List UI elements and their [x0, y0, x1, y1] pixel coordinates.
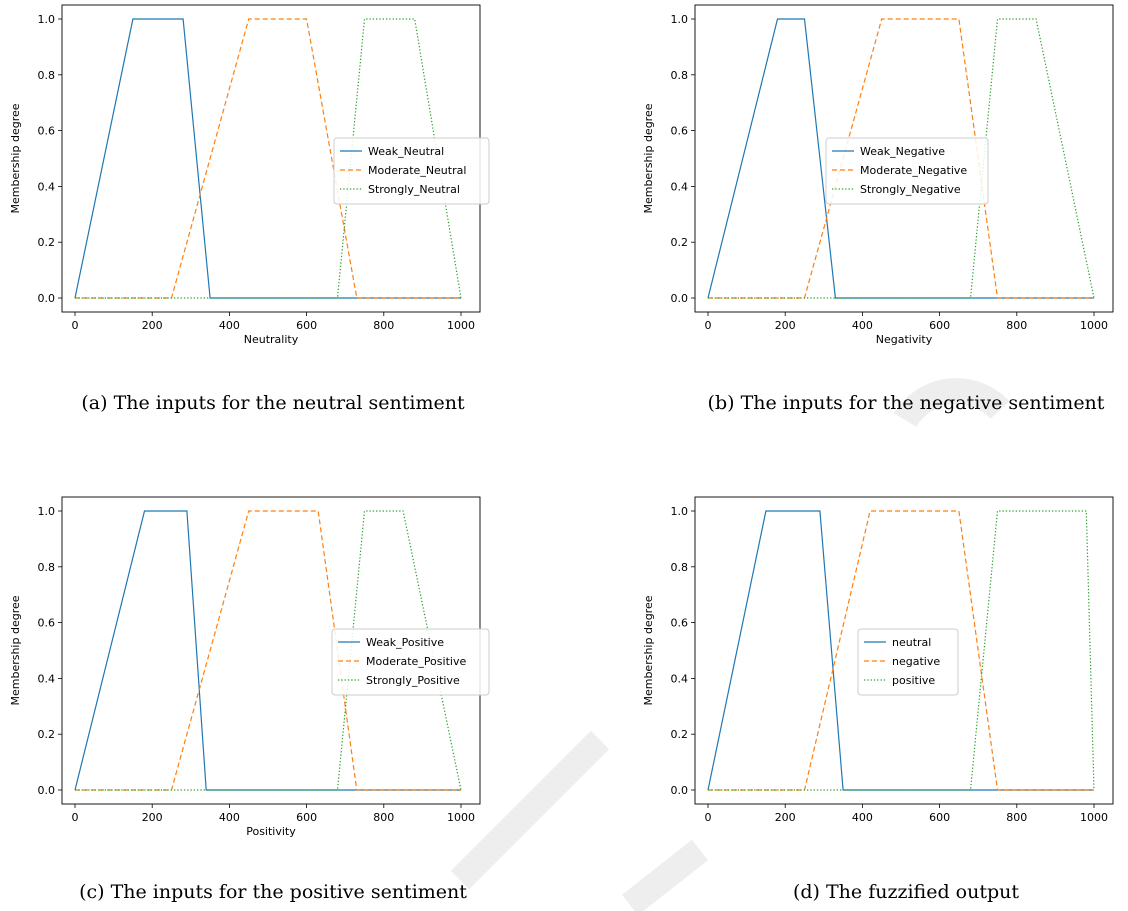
- y-axis-label: Membership degree: [642, 103, 655, 213]
- legend-entry: Weak_Negative: [860, 145, 945, 158]
- series-line-Strongly_Negative: [708, 18, 1095, 299]
- x-axis-label: Neutrality: [244, 333, 299, 346]
- y-tick-label: 0.6: [38, 617, 56, 630]
- legend: Weak_Negative Moderate_Negative Strongly_N…: [825, 137, 989, 205]
- y-tick-label: 0.0: [671, 292, 689, 305]
- x-tick-label: 200: [775, 319, 796, 332]
- y-tick-label: 0.0: [38, 292, 56, 305]
- series-line-Strongly_Positive: [75, 510, 462, 791]
- y-tick-label: 0.8: [671, 69, 689, 82]
- series-line-positive: [708, 510, 1095, 791]
- chart-panel-1: 0 200 400 600 800 1000 0.0 0.2 0.4 0.6 0.8 1.0 Neutr…: [9, 4, 490, 414]
- y-tick-label: 0.4: [671, 180, 689, 193]
- legend-entry: neutral: [892, 636, 931, 649]
- y-tick-label: 0.0: [671, 784, 689, 797]
- y-axis-label: Membership degree: [9, 595, 22, 705]
- plot-frame: [694, 4, 1114, 313]
- legend-box: [857, 628, 959, 696]
- y-tick-label: 1.0: [671, 13, 689, 26]
- legend-entry: Weak_Positive: [366, 636, 444, 649]
- x-tick-label: 600: [296, 811, 317, 824]
- y-tick-label: 0.4: [38, 180, 56, 193]
- x-axis-label: Positivity: [246, 825, 296, 838]
- x-tick-label: 1000: [447, 811, 475, 824]
- y-tick-label: 0.6: [671, 125, 689, 138]
- plot-frame: [694, 496, 1114, 805]
- legend-entry: Moderate_Negative: [860, 164, 967, 177]
- x-tick-label: 600: [929, 319, 950, 332]
- x-tick-label: 400: [852, 811, 873, 824]
- chart-panel-4: 0 200 400 600 800 1000 0.0 0.2 0.4 0.6 0.8 1.0 Membe…: [642, 496, 1114, 903]
- x-tick-label: 400: [219, 319, 240, 332]
- y-tick-label: 0.8: [38, 561, 56, 574]
- x-tick-label: 800: [373, 319, 394, 332]
- y-tick-label: 0.0: [38, 784, 56, 797]
- y-axis-label: Membership degree: [642, 595, 655, 705]
- x-tick-label: 800: [373, 811, 394, 824]
- panel-caption: (d) The fuzzified output: [793, 881, 1019, 903]
- x-tick-label: 0: [72, 811, 79, 824]
- x-tick-label: 1000: [447, 319, 475, 332]
- x-tick-label: 200: [775, 811, 796, 824]
- legend-entry: negative: [892, 655, 940, 668]
- legend-entry: Weak_Neutral: [368, 145, 444, 158]
- x-tick-label: 1000: [1080, 811, 1108, 824]
- x-tick-label: 200: [142, 811, 163, 824]
- y-tick-label: 0.6: [671, 617, 689, 630]
- y-tick-label: 0.2: [38, 236, 56, 249]
- legend-entry: Moderate_Neutral: [368, 164, 466, 177]
- panel-caption: (b) The inputs for the negative sentimen…: [708, 392, 1105, 414]
- y-tick-label: 1.0: [671, 505, 689, 518]
- y-tick-label: 1.0: [38, 505, 56, 518]
- x-axis-label: Negativity: [876, 333, 933, 346]
- series-line-Weak_Positive: [74, 510, 461, 791]
- legend-entry: Strongly_Negative: [860, 183, 961, 196]
- x-tick-label: 0: [705, 319, 712, 332]
- chart-panel-3: 0 200 400 600 800 1000 0.0 0.2 0.4 0.6 0.8 1.0 Posit…: [9, 496, 490, 903]
- x-tick-label: 400: [219, 811, 240, 824]
- legend: neutral negative positive: [857, 628, 959, 696]
- chart-panel-2: 0 200 400 600 800 1000 0.0 0.2 0.4 0.6 0.8 1.0 Negat…: [642, 4, 1114, 414]
- y-tick-label: 0.4: [671, 672, 689, 685]
- series-line-Weak_Negative: [707, 18, 1094, 299]
- y-tick-label: 0.4: [38, 672, 56, 685]
- y-tick-label: 0.2: [671, 728, 689, 741]
- x-tick-label: 800: [1006, 319, 1027, 332]
- x-tick-label: 0: [705, 811, 712, 824]
- x-tick-label: 200: [142, 319, 163, 332]
- x-tick-label: 1000: [1080, 319, 1108, 332]
- y-tick-label: 1.0: [38, 13, 56, 26]
- legend-entry: Strongly_Positive: [366, 674, 460, 687]
- y-tick-label: 0.8: [38, 69, 56, 82]
- x-tick-label: 400: [852, 319, 873, 332]
- legend-box: [825, 137, 989, 205]
- legend: Weak_Neutral Moderate_Neutral Strongly_Neu…: [333, 137, 490, 205]
- y-tick-label: 0.2: [671, 236, 689, 249]
- panel-caption: (a) The inputs for the neutral sentiment: [81, 392, 465, 414]
- x-tick-label: 600: [296, 319, 317, 332]
- x-tick-label: 800: [1006, 811, 1027, 824]
- x-tick-label: 600: [929, 811, 950, 824]
- watermark: [450, 378, 1010, 911]
- panel-caption: (c) The inputs for the positive sentimen…: [79, 881, 467, 903]
- legend-entry: Moderate_Positive: [366, 655, 466, 668]
- legend: Weak_Positive Moderate_Positive Strongly_P…: [331, 628, 490, 696]
- x-tick-label: 0: [72, 319, 79, 332]
- series-line-Strongly_Neutral: [75, 18, 462, 299]
- y-axis-label: Membership degree: [9, 103, 22, 213]
- legend-box: [331, 628, 490, 696]
- y-tick-label: 0.2: [38, 728, 56, 741]
- legend-entry: positive: [892, 674, 935, 687]
- y-tick-label: 0.8: [671, 561, 689, 574]
- legend-box: [333, 137, 490, 205]
- y-tick-label: 0.6: [38, 125, 56, 138]
- legend-entry: Strongly_Neutral: [368, 183, 460, 196]
